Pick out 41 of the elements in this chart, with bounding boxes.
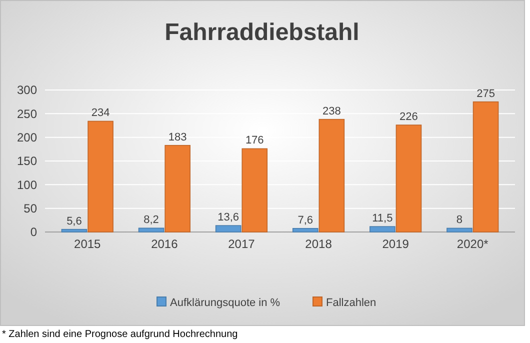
data-label: 176 (245, 134, 264, 147)
data-label: 13,6 (218, 212, 240, 224)
data-label: 238 (322, 105, 341, 118)
y-tick-label: 50 (24, 202, 38, 216)
data-label: 5,6 (66, 215, 82, 228)
bar (318, 118, 345, 232)
data-label: 7,6 (298, 214, 314, 226)
y-tick-label: 250 (16, 106, 38, 121)
bar (242, 148, 268, 232)
data-label: 183 (168, 131, 187, 144)
bar (164, 144, 190, 232)
data-label: 11,5 (372, 212, 393, 225)
y-tick-label: 100 (16, 178, 38, 192)
x-tick-label: 2016 (151, 237, 178, 251)
legend-label: Fallzahlen (326, 296, 376, 309)
bar (138, 228, 164, 232)
bar (61, 228, 88, 232)
y-tick-label: 150 (16, 154, 38, 168)
legend-label: Aufklärungsquote in % (170, 296, 280, 309)
data-label: 8 (456, 214, 463, 226)
data-label: 8,2 (144, 214, 159, 226)
data-label: 226 (400, 111, 418, 124)
bar (472, 101, 499, 232)
chart-title: Fahrraddiebstahl (164, 19, 360, 46)
x-tick-label: 2020* (456, 237, 489, 251)
y-tick-label: 0 (30, 225, 38, 240)
bar (292, 228, 318, 232)
text: * Zahlen sind eine Prognose aufgrund Hochrechnung (2, 329, 238, 340)
x-tick-label: 2017 (228, 237, 256, 251)
y-tick-label: 300 (16, 83, 38, 98)
bar (215, 225, 242, 232)
bar (446, 228, 472, 232)
bar (370, 226, 396, 232)
data-label: 275 (476, 88, 495, 100)
x-tick-label: 2018 (305, 237, 332, 251)
bar (88, 120, 114, 232)
bar (396, 124, 422, 232)
y-tick-label: 200 (16, 130, 38, 145)
x-tick-label: 2015 (74, 237, 102, 251)
data-label: 234 (91, 107, 110, 120)
x-tick-label: 2019 (382, 237, 410, 251)
